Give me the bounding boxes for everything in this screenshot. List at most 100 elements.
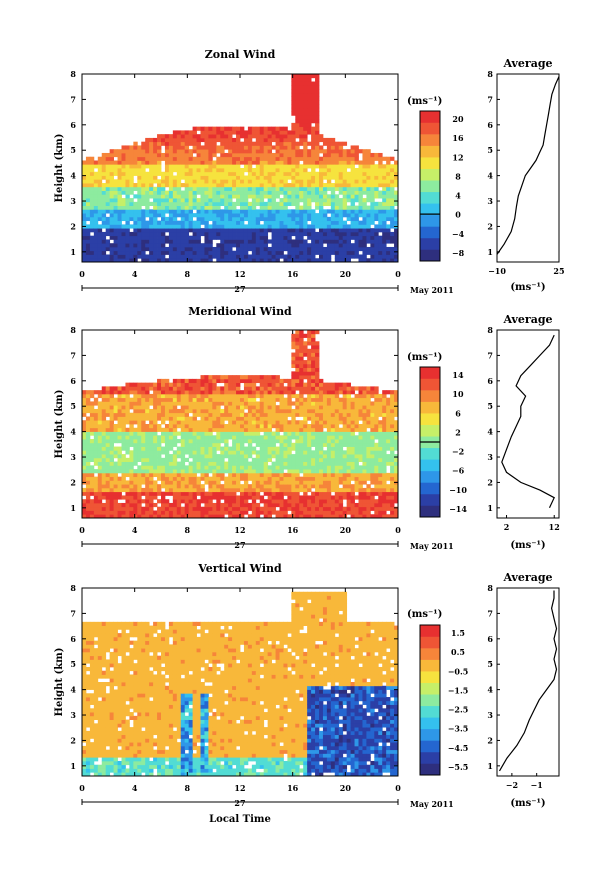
meridional-heatmap-cell xyxy=(97,390,103,395)
zonal-heatmap-cell xyxy=(145,228,150,233)
meridional-heatmap-cell xyxy=(303,514,308,519)
zonal-heatmap-cell xyxy=(161,235,166,240)
meridional-heatmap-cell xyxy=(275,420,280,425)
meridional-heatmap-cell xyxy=(247,378,253,384)
meridional-heatmap-cell xyxy=(161,382,166,387)
zonal-heatmap-cell xyxy=(311,96,316,101)
meridional-heatmap-cell xyxy=(168,435,174,440)
zonal-heatmap-cell xyxy=(176,231,182,237)
zonal-heatmap-cell xyxy=(311,190,316,195)
meridional-heatmap-cell xyxy=(299,424,304,429)
zonal-heatmap-cell xyxy=(200,156,205,161)
zonal-heatmap-cell xyxy=(271,179,276,184)
zonal-heatmap-cell xyxy=(236,239,241,244)
meridional-heatmap-cell xyxy=(109,412,114,417)
meridional-heatmap-cell xyxy=(149,416,154,421)
meridional-heatmap-cell xyxy=(153,397,158,402)
zonal-heatmap-cell xyxy=(378,164,383,169)
meridional-heatmap-cell xyxy=(299,408,304,414)
meridional-heatmap-cell xyxy=(180,480,186,485)
meridional-heatmap-cell xyxy=(204,393,209,399)
meridional-heatmap-cell xyxy=(149,514,154,519)
meridional-heatmap-cell xyxy=(157,469,162,474)
meridional-heatmap-cell xyxy=(311,412,316,417)
zonal-heatmap-cell xyxy=(322,231,328,237)
zonal-heatmap-cell xyxy=(350,235,355,240)
meridional-heatmap-cell xyxy=(224,397,229,402)
meridional-heatmap-cell xyxy=(216,454,221,459)
zonal-heatmap-cell xyxy=(247,137,253,143)
zonal-heatmap-cell xyxy=(283,168,288,173)
meridional-heatmap-cell xyxy=(97,495,103,500)
meridional-heatmap-cell xyxy=(82,412,87,417)
zonal-heatmap-cell xyxy=(287,130,292,135)
zonal-heatmap-cell xyxy=(200,175,205,180)
zonal-heatmap-cell xyxy=(366,205,371,210)
meridional-heatmap-cell xyxy=(263,461,269,466)
meridional-heatmap-cell xyxy=(311,472,316,478)
meridional-heatmap-cell xyxy=(236,495,241,500)
zonal-heatmap-cell xyxy=(82,171,87,176)
meridional-heatmap-cell xyxy=(315,446,320,451)
meridional-heatmap-cell xyxy=(196,442,201,447)
meridional-heatmap-cell xyxy=(184,424,190,429)
meridional-heatmap-cell xyxy=(240,390,245,395)
zonal-heatmap-cell xyxy=(121,145,126,150)
zonal-heatmap-cell xyxy=(192,228,197,233)
meridional-heatmap-cell xyxy=(85,499,91,504)
zonal-heatmap-cell xyxy=(322,164,328,169)
zonal-heatmap-cell xyxy=(390,190,395,195)
meridional-heatmap-cell xyxy=(295,378,300,384)
zonal-heatmap-cell xyxy=(390,201,395,206)
meridional-heatmap-cell xyxy=(188,408,193,414)
meridional-heatmap-cell xyxy=(326,386,332,391)
zonal-heatmap-cell xyxy=(180,141,186,146)
zonal-heatmap-cell xyxy=(295,77,300,82)
meridional-heatmap-cell xyxy=(287,461,292,466)
zonal-heatmap-cell xyxy=(196,186,201,191)
zonal-heatmap-cell xyxy=(394,164,399,169)
zonal-heatmap-cell xyxy=(307,243,312,248)
zonal-heatmap-cell xyxy=(133,246,138,252)
meridional-heatmap-cell xyxy=(287,386,292,391)
zonal-heatmap-cell xyxy=(255,224,261,229)
zonal-heatmap-cell xyxy=(299,152,304,158)
zonal-heatmap-cell xyxy=(220,228,225,233)
meridional-heatmap-cell xyxy=(157,382,162,387)
meridional-heatmap-cell xyxy=(204,405,209,410)
meridional-heatmap-cell xyxy=(188,461,193,466)
zonal-heatmap-cell xyxy=(141,179,146,184)
meridional-heatmap-cell xyxy=(322,461,328,466)
meridional-heatmap-cell xyxy=(180,450,186,455)
zonal-heatmap-cell xyxy=(279,250,284,255)
zonal-heatmap-cell xyxy=(85,216,91,222)
zonal-heatmap-cell xyxy=(228,239,233,244)
zonal-heatmap-cell xyxy=(172,231,178,237)
meridional-heatmap-cell xyxy=(279,405,284,410)
zonal-heatmap-cell xyxy=(287,141,292,146)
meridional-heatmap-cell xyxy=(307,461,312,466)
meridional-heatmap-cell xyxy=(236,390,241,395)
zonal-heatmap-cell xyxy=(82,250,87,255)
zonal-heatmap-cell xyxy=(89,186,95,191)
meridional-heatmap-cell xyxy=(330,431,336,436)
zonal-heatmap-cell xyxy=(113,246,118,252)
meridional-heatmap-cell xyxy=(295,442,300,447)
meridional-heatmap-cell xyxy=(303,360,308,365)
zonal-heatmap-cell xyxy=(390,171,395,176)
meridional-heatmap-cell xyxy=(141,420,146,425)
zonal-heatmap-cell xyxy=(125,201,130,206)
meridional-heatmap-cell xyxy=(259,420,265,425)
zonal-heatmap-cell xyxy=(200,198,205,203)
meridional-heatmap-cell xyxy=(243,484,249,489)
zonal-heatmap-cell xyxy=(390,213,395,218)
meridional-heatmap-cell xyxy=(220,506,225,511)
meridional-heatmap-cell xyxy=(208,510,213,515)
meridional-heatmap-cell xyxy=(251,472,257,478)
meridional-heatmap-cell xyxy=(168,484,174,489)
zonal-heatmap-cell xyxy=(200,216,205,222)
meridional-heatmap-cell xyxy=(224,461,229,466)
zonal-heatmap-cell xyxy=(232,213,237,218)
zonal-heatmap-cell xyxy=(145,171,150,176)
zonal-heatmap-cell xyxy=(307,228,312,233)
